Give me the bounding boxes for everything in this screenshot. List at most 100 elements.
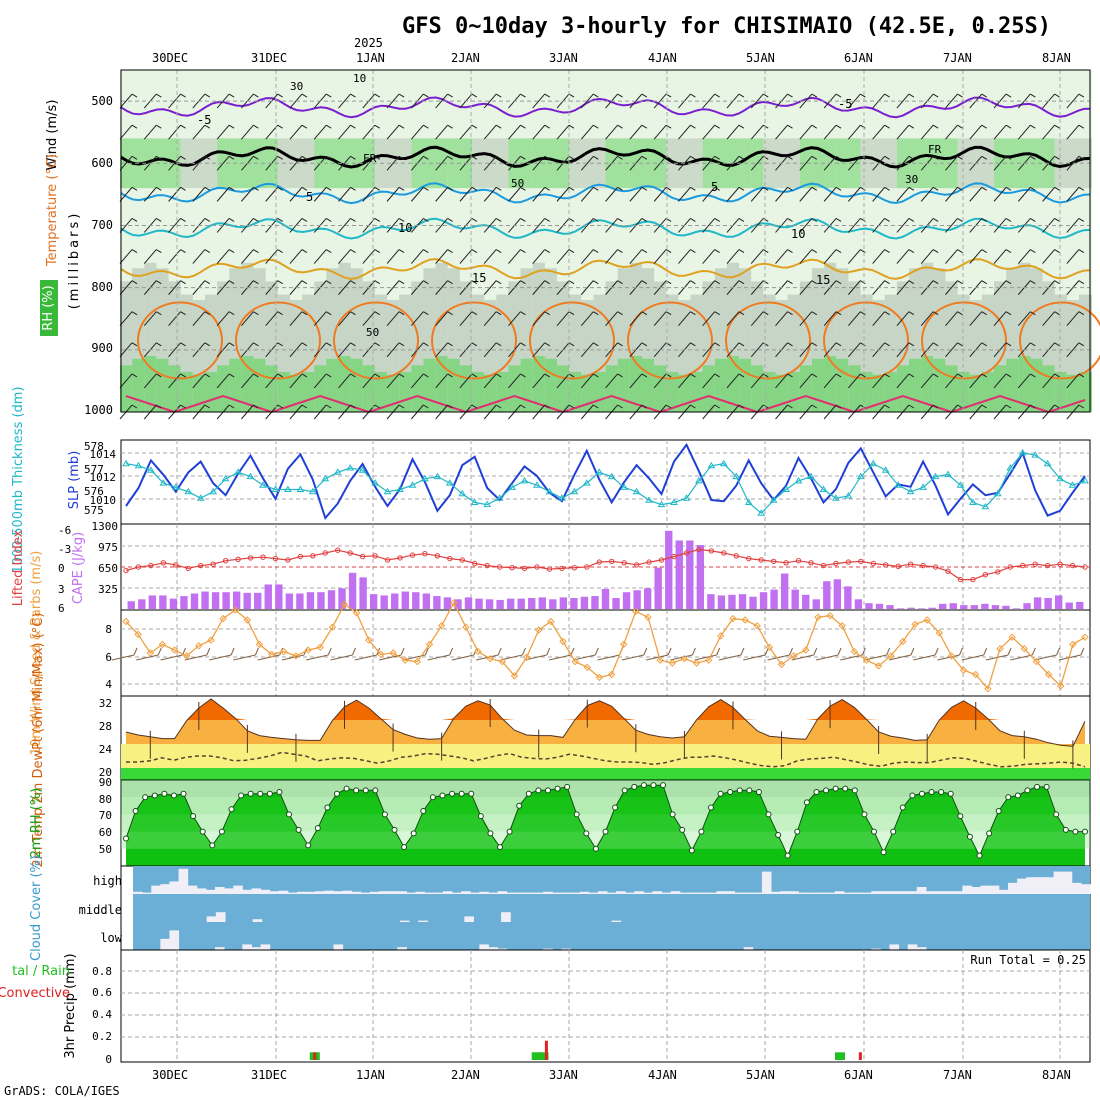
- wind-barb: [961, 654, 984, 661]
- wind-barb-flag: [860, 124, 866, 129]
- wind-content: [111, 599, 1089, 693]
- cape-bar: [433, 596, 441, 609]
- wind-barb: [192, 124, 206, 140]
- cloud-bar-high: [853, 892, 863, 894]
- rh-column-green: [763, 371, 777, 412]
- wind-barb-flag: [1080, 647, 1085, 656]
- thickness-point: [1031, 451, 1040, 458]
- thickness-point: [396, 485, 404, 492]
- wind-barb-flag: [350, 218, 356, 222]
- wind-barb-flag: [180, 93, 186, 98]
- isotherm-20-loop: [529, 301, 615, 380]
- rh-column-green: [326, 358, 340, 412]
- wind-barb-flag: [157, 647, 162, 656]
- wind-barb-flag: [617, 93, 623, 98]
- wind-barb-flag: [641, 93, 648, 98]
- wind-speed-point: [1081, 633, 1089, 641]
- rh-band-upper: [156, 138, 170, 189]
- wind-barb: [532, 280, 546, 295]
- wind-barb: [799, 187, 813, 202]
- cloud-bar-low: [907, 944, 918, 950]
- wind-barb-flag: [983, 647, 988, 656]
- rh-point: [238, 792, 245, 799]
- wind-barb-flag: [787, 249, 793, 253]
- wind-barb: [1066, 342, 1080, 358]
- wind-barb-flag: [860, 404, 866, 409]
- wind-speed-point: [838, 622, 846, 630]
- wind-barb-flag: [617, 155, 623, 160]
- temperature-axis-label: Temperature (°C): [45, 154, 60, 267]
- wind-barb: [1042, 373, 1055, 389]
- cloud-bar-high: [962, 885, 973, 894]
- wind-barb: [969, 187, 983, 202]
- thickness-point: [881, 466, 890, 473]
- wind-barb: [847, 124, 861, 140]
- cloud-bar-low: [215, 947, 225, 950]
- wind-barb: [1066, 311, 1080, 327]
- cloud-bar-high: [470, 892, 480, 894]
- cloud-bar-high: [388, 891, 398, 894]
- wind-barb: [896, 155, 910, 171]
- wind-barb-flag: [811, 373, 818, 378]
- wind-barb: [847, 373, 861, 389]
- wind-barb-flag: [762, 186, 769, 191]
- wind-barb-flag: [131, 218, 138, 222]
- wind-speed-point: [389, 649, 397, 657]
- wind-barb: [896, 218, 910, 233]
- cloud-bar-high: [889, 891, 900, 894]
- wind-barb: [459, 311, 473, 327]
- rh-point: [679, 826, 686, 833]
- cloud-bar-high: [233, 885, 243, 894]
- precip-total-bar: [834, 1052, 845, 1060]
- rh-point: [660, 782, 667, 789]
- rh-column-green: [702, 365, 716, 412]
- rh-point: [669, 811, 676, 818]
- wind-barb: [702, 124, 716, 140]
- wind-barb-flag: [690, 93, 696, 98]
- wind-barb-flag: [738, 280, 745, 285]
- wind-barb-flag: [957, 124, 963, 129]
- cloud-bar-high: [406, 892, 417, 894]
- wind-barb-flag: [738, 124, 745, 129]
- wind-speed-point: [632, 607, 640, 616]
- wind-speed-point: [365, 636, 373, 644]
- wind-barb: [896, 311, 910, 327]
- rh-column-green: [180, 371, 194, 412]
- thickness-point: [333, 468, 342, 475]
- wind-barb-flag: [544, 155, 550, 160]
- rh-column-green: [957, 371, 971, 412]
- wind-barb-flag: [568, 124, 575, 129]
- wind-barb-flag: [520, 218, 526, 222]
- thickness-point: [769, 496, 778, 503]
- thickness-point: [234, 468, 242, 475]
- wind-speed-point: [899, 637, 907, 646]
- cloud-bar-high: [524, 892, 535, 894]
- wind-speed-point: [789, 652, 798, 660]
- wind-barb: [1066, 155, 1080, 171]
- wind-barb: [548, 654, 572, 661]
- wind-barb: [143, 373, 157, 389]
- lifted-index-point: [646, 559, 652, 565]
- wind-speed-point: [607, 670, 616, 679]
- wind-barb-flag: [131, 124, 138, 129]
- rh-column-green: [666, 371, 680, 412]
- cape-bar: [1054, 595, 1063, 609]
- cape-bar: [833, 579, 842, 609]
- wind-barb: [168, 311, 181, 327]
- wind-barb-flag: [544, 93, 550, 98]
- cape-bar: [369, 594, 378, 609]
- rh-column-green: [132, 358, 146, 412]
- thickness-point: [346, 464, 355, 471]
- wind-barb-flag: [180, 404, 186, 409]
- bottom-date-label: 2JAN: [451, 1068, 480, 1082]
- wind-barb: [872, 124, 886, 140]
- wind-barb-flag: [398, 186, 405, 191]
- cape-bar: [960, 605, 968, 609]
- thickness-point: [732, 472, 741, 480]
- wind-barb-flag: [908, 404, 915, 409]
- wind-barb-flag: [908, 342, 915, 347]
- wind-barb: [993, 373, 1007, 389]
- cloud-bar-high: [251, 888, 262, 894]
- wind-barb-flag: [835, 218, 842, 222]
- cloud-bar-high: [661, 892, 672, 894]
